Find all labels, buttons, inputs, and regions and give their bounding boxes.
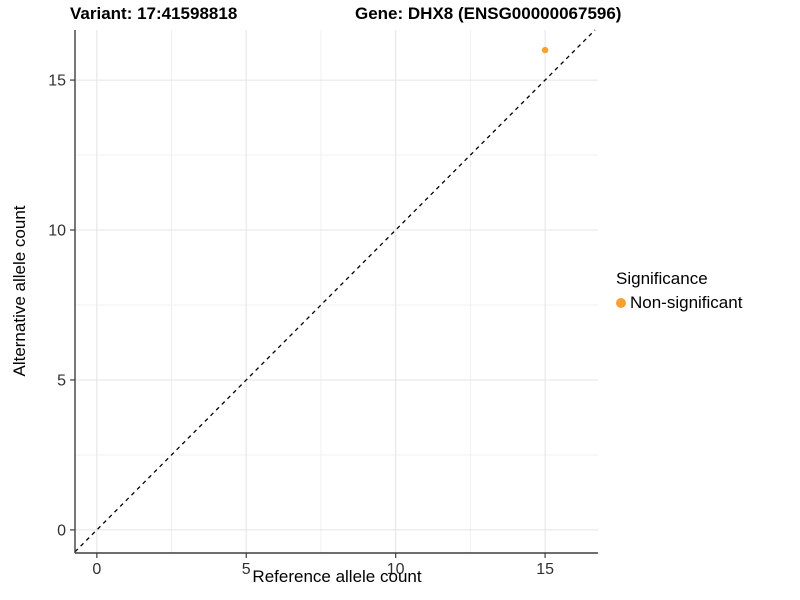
identity-reference-line [74, 29, 596, 553]
data-point [541, 46, 549, 54]
legend-title: Significance [616, 269, 708, 288]
y-tick-label: 5 [57, 372, 66, 389]
legend: Significance Non-significant [616, 269, 742, 313]
y-tick-label: 0 [57, 522, 66, 539]
x-axis-title: Reference allele count [252, 567, 422, 586]
x-tick-label: 0 [92, 561, 101, 578]
y-tick-label: 10 [48, 223, 66, 240]
legend-point-icon [616, 298, 626, 308]
gene-title: Gene: DHX8 (ENSG00000067596) [355, 4, 622, 23]
x-tick-label: 15 [536, 561, 554, 578]
y-axis-title: Alternative allele count [10, 205, 29, 377]
x-tick-label: 5 [242, 561, 251, 578]
y-tick-label: 15 [48, 73, 66, 90]
legend-item-label: Non-significant [630, 293, 743, 312]
x-tick-label: 10 [387, 561, 405, 578]
variant-title: Variant: 17:41598818 [70, 4, 238, 23]
legend-item: Non-significant [616, 293, 742, 313]
